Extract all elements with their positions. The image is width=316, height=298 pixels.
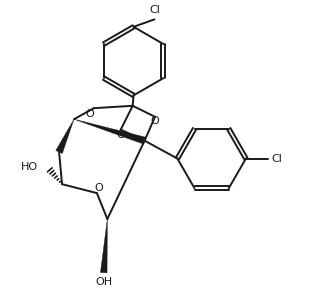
Text: Cl: Cl [271, 154, 282, 164]
Text: OH: OH [95, 277, 112, 287]
Text: O: O [94, 183, 103, 193]
Polygon shape [56, 119, 74, 153]
Text: HO: HO [21, 162, 38, 173]
Polygon shape [100, 219, 107, 273]
Text: O: O [150, 116, 159, 126]
Text: O: O [86, 109, 94, 119]
Text: Cl: Cl [149, 5, 160, 15]
Text: O: O [116, 130, 125, 140]
Polygon shape [74, 119, 146, 144]
